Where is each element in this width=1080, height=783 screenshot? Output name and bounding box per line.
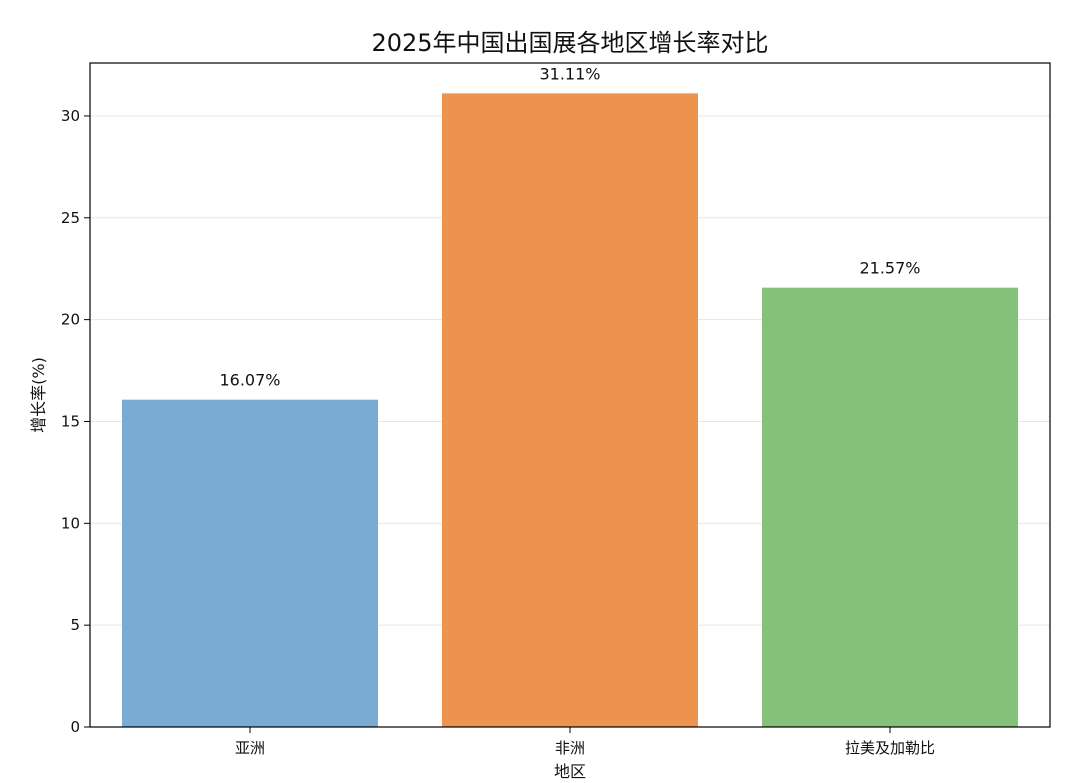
x-tick-label: 拉美及加勒比 [845,739,935,757]
bar-3 [762,287,1018,727]
bar-value-label: 31.11% [539,64,600,83]
chart-title: 2025年中国出国展各地区增长率对比 [371,29,768,57]
x-axis-ticks: 亚洲 非洲 拉美及加勒比 [235,727,935,757]
y-tick-label: 10 [61,514,80,532]
bar-value-label: 16.07% [219,371,280,390]
bar-value-label: 21.57% [859,259,920,278]
bar-1 [122,399,378,727]
x-tick-label: 非洲 [555,739,585,757]
y-tick-label: 15 [61,412,80,430]
y-tick-label: 30 [61,107,80,125]
bar-2 [442,93,698,728]
x-axis-label: 地区 [554,762,586,781]
x-tick-label: 亚洲 [235,739,265,757]
y-tick-label: 25 [61,209,80,227]
data-labels: 16.07% 31.11% 21.57% [219,64,920,389]
y-axis-label: 增长率(%) [29,357,48,433]
y-tick-label: 5 [70,616,80,634]
y-tick-label: 0 [70,718,80,736]
y-tick-label: 20 [61,311,80,329]
bars [122,93,1018,728]
y-axis-ticks: 0 5 10 15 20 25 30 [61,107,90,736]
